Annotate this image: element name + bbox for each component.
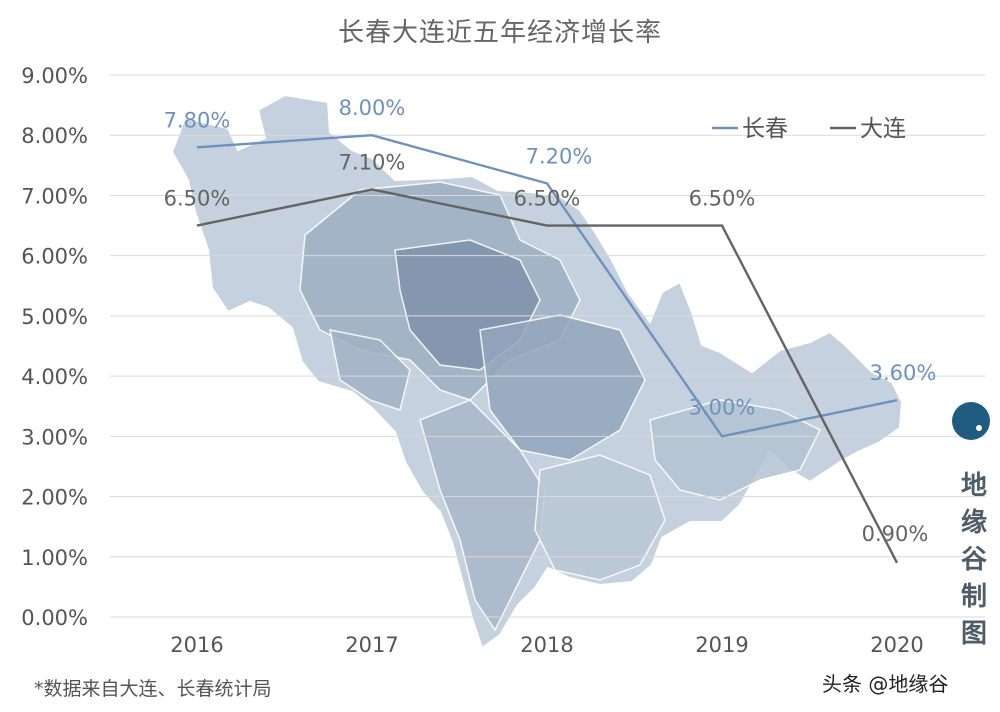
y-tick-label: 4.00%: [21, 365, 88, 389]
gridlines: [110, 74, 985, 618]
data-label: 6.50%: [514, 187, 581, 211]
y-tick-label: 2.00%: [21, 486, 88, 510]
x-axis-ticks: 2016 2017 2018 2019 2020: [170, 633, 923, 657]
data-label: 0.90%: [862, 522, 929, 546]
legend-label: 长春: [742, 116, 788, 142]
y-tick-label: 8.00%: [21, 124, 88, 148]
x-tick-label: 2020: [870, 633, 923, 657]
data-label: 7.80%: [164, 108, 231, 132]
map-region-6: [329, 329, 411, 411]
data-label: 3.00%: [689, 395, 756, 419]
y-tick-label: 5.00%: [21, 305, 88, 329]
chart-title: 长春大连近五年经济增长率: [337, 18, 662, 48]
x-tick-label: 2019: [695, 633, 748, 657]
y-tick-label: 9.00%: [21, 64, 88, 88]
data-label: 6.50%: [164, 187, 231, 211]
background-map: [170, 93, 904, 650]
data-label: 3.60%: [870, 361, 937, 385]
map-region-4: [534, 454, 666, 581]
data-label: 7.10%: [339, 150, 406, 174]
x-tick-label: 2017: [345, 633, 398, 657]
x-tick-label: 2016: [170, 633, 223, 657]
data-label: 7.20%: [526, 144, 593, 168]
y-tick-label: 0.00%: [21, 606, 88, 630]
data-label: 8.00%: [339, 96, 406, 120]
watermark-bottom: 头条 @地缘谷: [822, 672, 949, 696]
y-tick-label: 1.00%: [21, 546, 88, 570]
x-tick-label: 2018: [520, 633, 573, 657]
y-tick-label: 3.00%: [21, 425, 88, 449]
legend: 长春 大连: [712, 116, 906, 142]
legend-label: 大连: [860, 116, 906, 142]
watermark-vertical: 地缘谷制图: [960, 471, 987, 649]
map-region-3: [419, 399, 546, 632]
y-tick-label: 7.00%: [21, 184, 88, 208]
map-region-2: [479, 314, 646, 461]
y-axis-ticks: 0.00% 1.00% 2.00% 3.00% 4.00% 5.00% 6.00% 7.00%…: [21, 64, 88, 630]
data-labels: 7.80% 8.00% 7.20% 3.00% 3.60% 6.50% 7.10% 6.50%…: [164, 96, 937, 546]
source-note: *数据来自大连、长春统计局: [34, 678, 272, 700]
series-lines: [196, 134, 899, 564]
logo-icon: [952, 402, 990, 440]
data-label: 6.50%: [689, 187, 756, 211]
y-tick-label: 6.00%: [21, 245, 88, 269]
